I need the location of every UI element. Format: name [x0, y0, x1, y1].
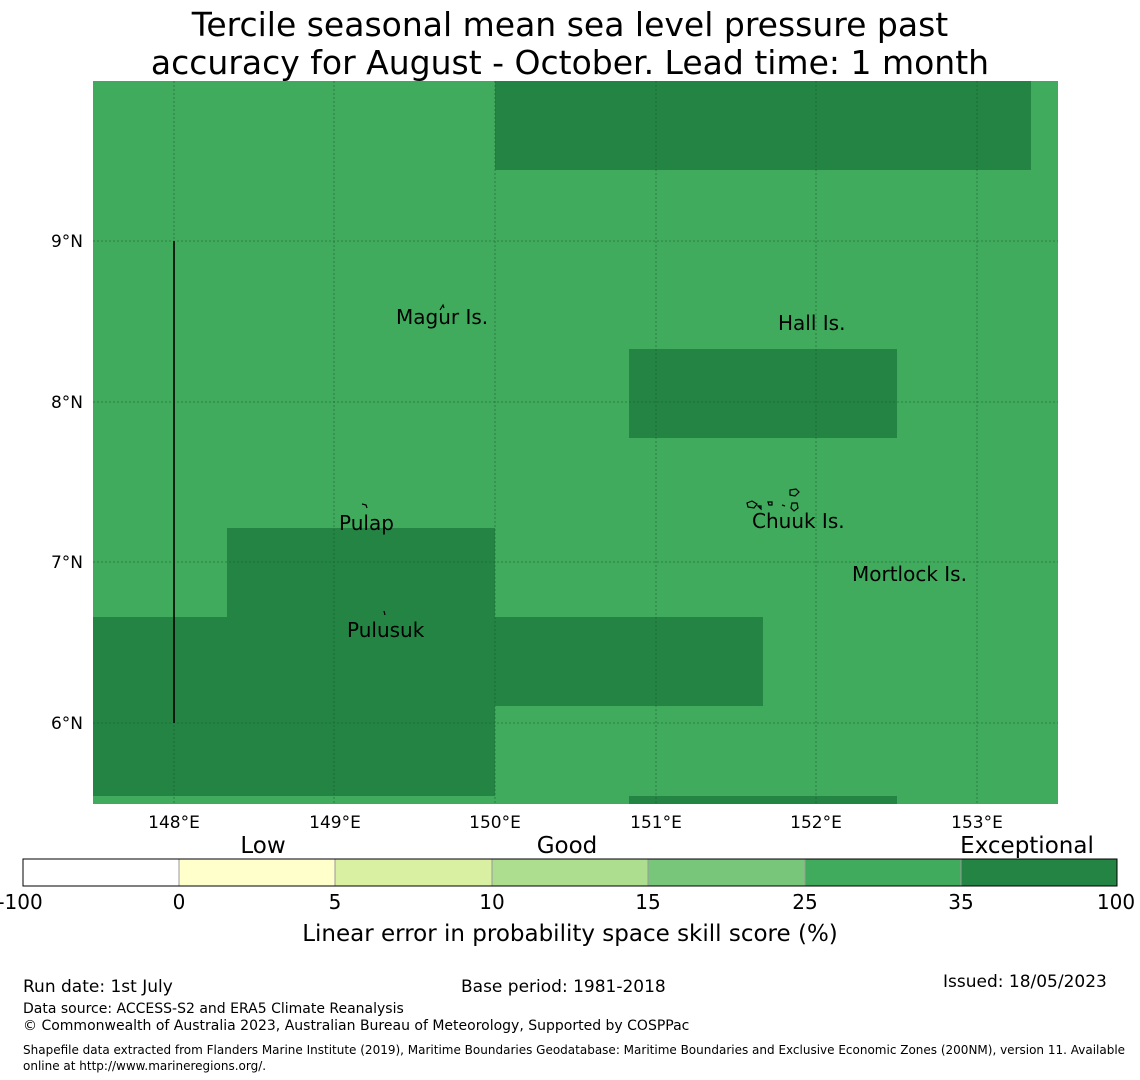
colorbar-segment — [648, 859, 805, 886]
pulap-island-shape — [361, 503, 368, 509]
lat-label: 8°N — [51, 393, 83, 413]
exceptional-cell — [93, 617, 495, 796]
colorbar-segment — [335, 859, 492, 886]
copyright: © Commonwealth of Australia 2023, Austra… — [23, 1018, 690, 1034]
lon-label: 150°E — [469, 813, 521, 833]
colorbar-segment — [805, 859, 961, 886]
colorbar-tick: 100 — [1097, 890, 1135, 914]
map-title: Tercile seasonal mean sea level pressure… — [0, 6, 1140, 82]
island-outlines — [361, 303, 800, 616]
run-date: Run date: 1st July — [23, 977, 173, 997]
place-label-pulusuk: Pulusuk — [347, 618, 425, 642]
lat-label: 9°N — [51, 232, 83, 252]
shapefile-credit: Shapefile data extracted from Flanders M… — [23, 1043, 1126, 1073]
colorbar-tick: 25 — [792, 890, 817, 914]
legend-category-low: Low — [240, 833, 285, 859]
place-label-chuuk: Chuuk Is. — [752, 509, 845, 533]
lon-label: 149°E — [309, 813, 361, 833]
lat-label: 6°N — [51, 714, 83, 734]
chuuk-island-shape — [781, 504, 786, 507]
colorbar-tick: 15 — [635, 890, 660, 914]
lon-label: 151°E — [630, 813, 682, 833]
title-line-1: Tercile seasonal mean sea level pressure… — [191, 5, 949, 44]
magur-island-shape — [439, 303, 445, 311]
colorbar-tick: 5 — [329, 890, 342, 914]
title-line-2: accuracy for August - October. Lead time… — [150, 43, 990, 82]
colorbar — [22, 858, 1118, 887]
exceptional-cell — [495, 81, 1031, 170]
chuuk-island-shape — [756, 505, 762, 511]
lat-label: 7°N — [51, 553, 83, 573]
legend-category-exceptional: Exceptional — [960, 833, 1094, 859]
place-label-hall: Hall Is. — [778, 311, 845, 335]
colorbar-segment — [179, 859, 335, 886]
colorbar-tick: 0 — [173, 890, 186, 914]
exceptional-cell — [629, 796, 897, 804]
colorbar-segment — [23, 859, 179, 886]
place-label-mortlock: Mortlock Is. — [852, 562, 967, 586]
colorbar-tick: -100 — [0, 890, 43, 914]
chuuk-island-shape — [790, 502, 799, 512]
pulusuk-island-shape — [383, 610, 386, 616]
colorbar-segment — [961, 859, 1117, 886]
exceptional-cell — [629, 349, 897, 438]
graticule — [93, 81, 1058, 804]
colorbar-tick: 10 — [479, 890, 504, 914]
place-label-magur: Magur Is. — [396, 305, 488, 329]
data-source: Data source: ACCESS-S2 and ERA5 Climate … — [23, 1001, 404, 1017]
colorbar-tick: 35 — [948, 890, 973, 914]
exceptional-cell — [495, 617, 763, 706]
chuuk-island-shape — [789, 488, 800, 497]
base-period: Base period: 1981-2018 — [461, 977, 666, 997]
lon-label: 153°E — [951, 813, 1003, 833]
legend-category-good: Good — [537, 833, 598, 859]
place-label-pulap: Pulap — [339, 511, 394, 535]
chuuk-island-shape — [746, 500, 758, 509]
colorbar-segment — [492, 859, 648, 886]
skill-map: Magur Is. Hall Is. Pulap Chuuk Is. Mortl… — [0, 81, 1135, 947]
lon-label: 148°E — [148, 813, 200, 833]
exceptional-cell — [227, 528, 495, 617]
colorbar-label: Linear error in probability space skill … — [302, 921, 838, 947]
chuuk-island-shape — [767, 501, 773, 506]
lon-label: 152°E — [790, 813, 842, 833]
issued-date: Issued: 18/05/2023 — [943, 972, 1107, 992]
